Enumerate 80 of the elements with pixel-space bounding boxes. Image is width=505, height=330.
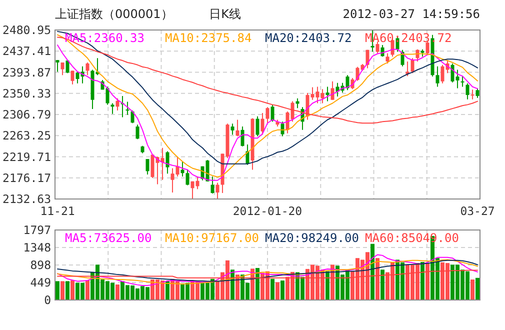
candlestick: [256, 116, 260, 137]
candlestick: [426, 41, 430, 56]
y-tick-label: 2393.87: [2, 65, 52, 80]
candlestick: [476, 88, 480, 98]
bar: [426, 263, 430, 300]
candlestick: [466, 82, 470, 100]
bar: [276, 282, 280, 300]
bar: [270, 278, 274, 300]
bar: [380, 270, 384, 300]
bar: [116, 284, 120, 300]
bar: [476, 278, 480, 300]
text: MA20:98249.00: [265, 231, 359, 245]
candlestick: [180, 160, 184, 177]
bar: [256, 268, 260, 300]
y-tick-label: 2480.95: [2, 23, 51, 37]
y-tick-label: 2350.33: [2, 86, 52, 100]
candlestick: [86, 62, 90, 76]
candlestick: [60, 62, 64, 76]
bar: [70, 280, 74, 300]
candlestick: [166, 150, 170, 174]
candlestick: [210, 176, 214, 194]
text: MA10:2375.84: [165, 31, 252, 45]
candlestick: [230, 123, 234, 136]
y-tick-label: 2176.17: [2, 170, 52, 185]
bar: [166, 281, 170, 300]
candlestick: [216, 182, 220, 200]
text: MA10:97167.00: [165, 231, 259, 245]
candlestick: [280, 121, 284, 137]
candlestick: [460, 76, 464, 88]
text: 2012-03-27 14:59:56: [342, 7, 480, 21]
candlestick: [326, 86, 330, 102]
candlestick: [266, 106, 270, 124]
line-series: [57, 270, 478, 278]
y-tick-label: 1348: [23, 240, 52, 254]
candlestick: [110, 102, 114, 114]
chart-subtitle: 日K线: [209, 7, 241, 21]
candlestick: [70, 70, 74, 85]
bar: [470, 280, 474, 300]
candlestick: [436, 66, 440, 88]
bar: [280, 280, 284, 300]
x-tick-label: 03-27: [460, 204, 495, 218]
bar: [86, 280, 90, 300]
bar: [56, 281, 60, 300]
candlestick: [410, 58, 414, 74]
x-tick-label: 2012-01-20: [232, 204, 302, 218]
y-tick-label: 898: [30, 258, 52, 272]
candlestick: [146, 158, 150, 176]
bar: [60, 281, 64, 300]
text: MA5:73625.00: [65, 231, 152, 245]
y-tick-label: 449: [30, 276, 52, 290]
x-tick-label: 11-21: [40, 204, 75, 218]
candlestick: [330, 80, 334, 100]
candlestick: [186, 169, 190, 186]
candlestick: [470, 89, 474, 100]
line-series: [57, 254, 478, 286]
candlestick: [66, 60, 70, 74]
candlestick: [240, 126, 244, 147]
y-tick-label: 2306.79: [2, 108, 52, 122]
y-tick-label: 2132.63: [2, 192, 52, 206]
candlestick: [56, 60, 60, 72]
bar: [326, 271, 330, 300]
candlestick: [116, 98, 120, 112]
y-tick-label: 2437.41: [2, 44, 52, 58]
text: MA20:2403.72: [265, 31, 352, 45]
bar: [420, 262, 424, 300]
y-tick-label: 1797: [23, 223, 52, 237]
candlestick: [260, 112, 264, 136]
candlestick: [130, 110, 134, 124]
candlestick: [136, 124, 140, 140]
candlestick: [236, 119, 240, 137]
candlestick: [386, 52, 390, 64]
y-tick-label: 2263.25: [2, 128, 51, 143]
candlestick: [270, 104, 274, 122]
candlestick: [126, 101, 130, 116]
bar: [370, 244, 374, 300]
y-tick-label: 0: [44, 293, 52, 307]
y-tick-label: 2219.71: [2, 150, 52, 164]
bar: [66, 281, 70, 300]
chart-title: 上证指数（000001）: [55, 7, 173, 21]
bar: [376, 258, 380, 300]
